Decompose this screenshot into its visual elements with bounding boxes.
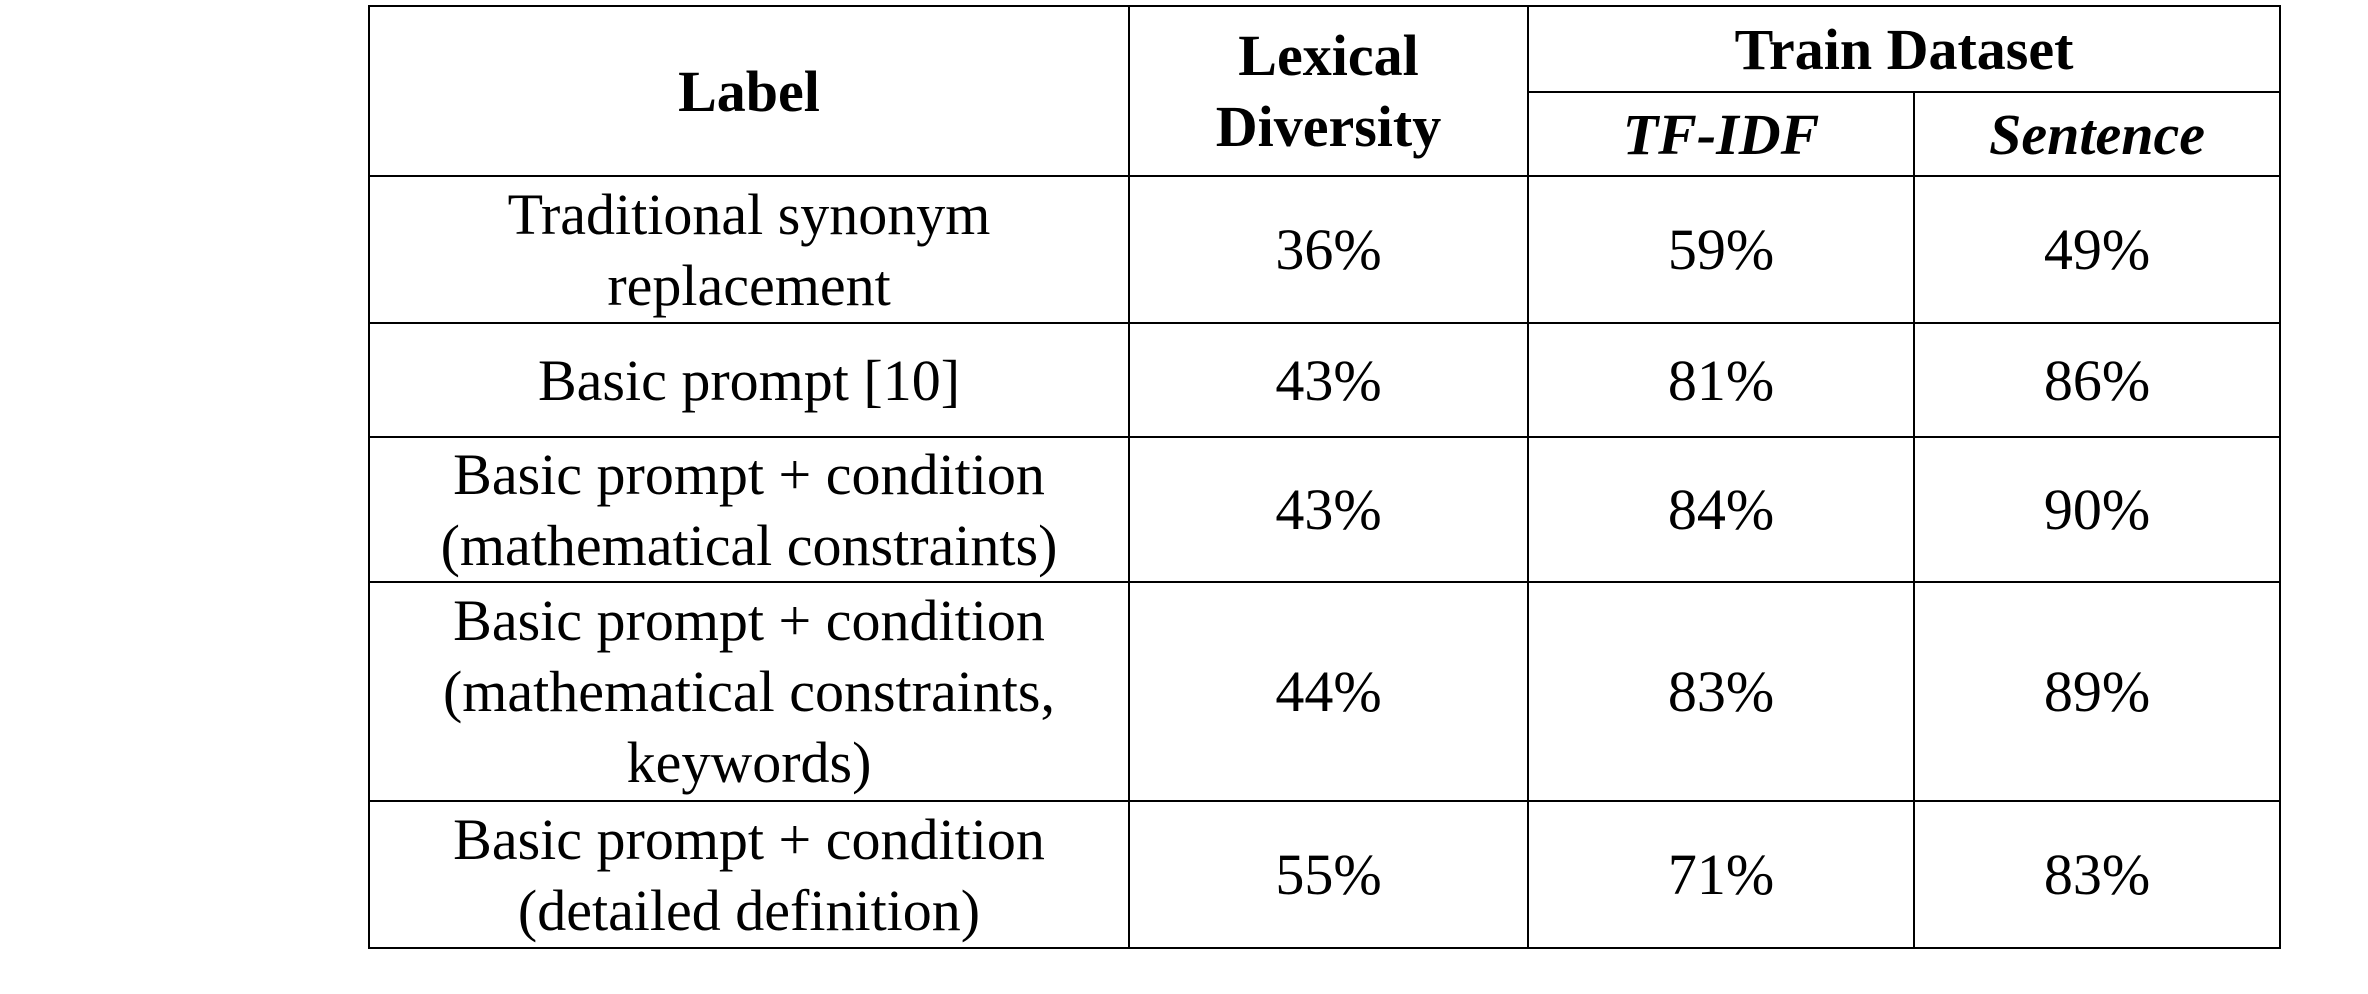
- table-body: Traditional synonym replacement 36% 59% 49% B…: [368, 175, 2282, 949]
- header-line: Diversity: [1215, 94, 1442, 159]
- row-label: Traditional synonym replacement: [368, 175, 1130, 324]
- value-cell: 83%: [1912, 800, 2282, 949]
- table-row: Basic prompt [10] 43% 81% 86%: [368, 322, 2282, 438]
- label-line: Basic prompt + condition: [453, 588, 1045, 653]
- row-label: Basic prompt + condition (detailed defini…: [368, 800, 1130, 949]
- value-cell: 89%: [1912, 581, 2282, 802]
- value-cell: 55%: [1128, 800, 1529, 949]
- row-label: Basic prompt + condition (mathematical co…: [368, 436, 1130, 583]
- value-cell: 81%: [1527, 322, 1915, 438]
- header-line: Lexical: [1238, 23, 1419, 88]
- value-cell: 43%: [1128, 436, 1529, 583]
- results-table: Label Lexical Diversity Train Dataset TF…: [368, 5, 2282, 949]
- table-row: Basic prompt + condition (mathematical co…: [368, 581, 2282, 802]
- row-label: Basic prompt [10]: [368, 322, 1130, 438]
- header-train-dataset: Train Dataset: [1526, 5, 2282, 93]
- header-tfidf: TF-IDF: [1527, 91, 1915, 177]
- header-sentence: Sentence: [1912, 91, 2282, 177]
- label-line: (detailed definition): [517, 877, 981, 943]
- row-label: Basic prompt + condition (mathematical co…: [368, 581, 1130, 802]
- value-cell: 71%: [1527, 800, 1915, 949]
- value-cell: 49%: [1912, 175, 2282, 324]
- table-row: Traditional synonym replacement 36% 59% 49%: [368, 175, 2282, 324]
- label-line: Basic prompt + condition: [453, 806, 1045, 872]
- header-lexical-diversity: Lexical Diversity: [1128, 5, 1529, 177]
- table-row: Basic prompt + condition (mathematical co…: [368, 436, 2282, 583]
- value-cell: 59%: [1527, 175, 1915, 324]
- value-cell: 90%: [1912, 436, 2282, 583]
- label-line: (mathematical constraints,: [442, 659, 1055, 724]
- value-cell: 84%: [1527, 436, 1915, 583]
- value-cell: 36%: [1128, 175, 1529, 324]
- header-label: Label: [368, 5, 1130, 177]
- value-cell: 83%: [1527, 581, 1915, 802]
- table-row: Basic prompt + condition (detailed defini…: [368, 800, 2282, 949]
- label-line: Traditional synonym: [507, 181, 991, 247]
- label-line: keywords): [626, 730, 872, 795]
- value-cell: 86%: [1912, 322, 2282, 438]
- value-cell: 43%: [1128, 322, 1529, 438]
- label-line: replacement: [607, 252, 891, 318]
- value-cell: 44%: [1128, 581, 1529, 802]
- label-line: (mathematical constraints): [440, 512, 1058, 578]
- label-line: Basic prompt [10]: [537, 347, 961, 413]
- label-line: Basic prompt + condition: [453, 441, 1045, 507]
